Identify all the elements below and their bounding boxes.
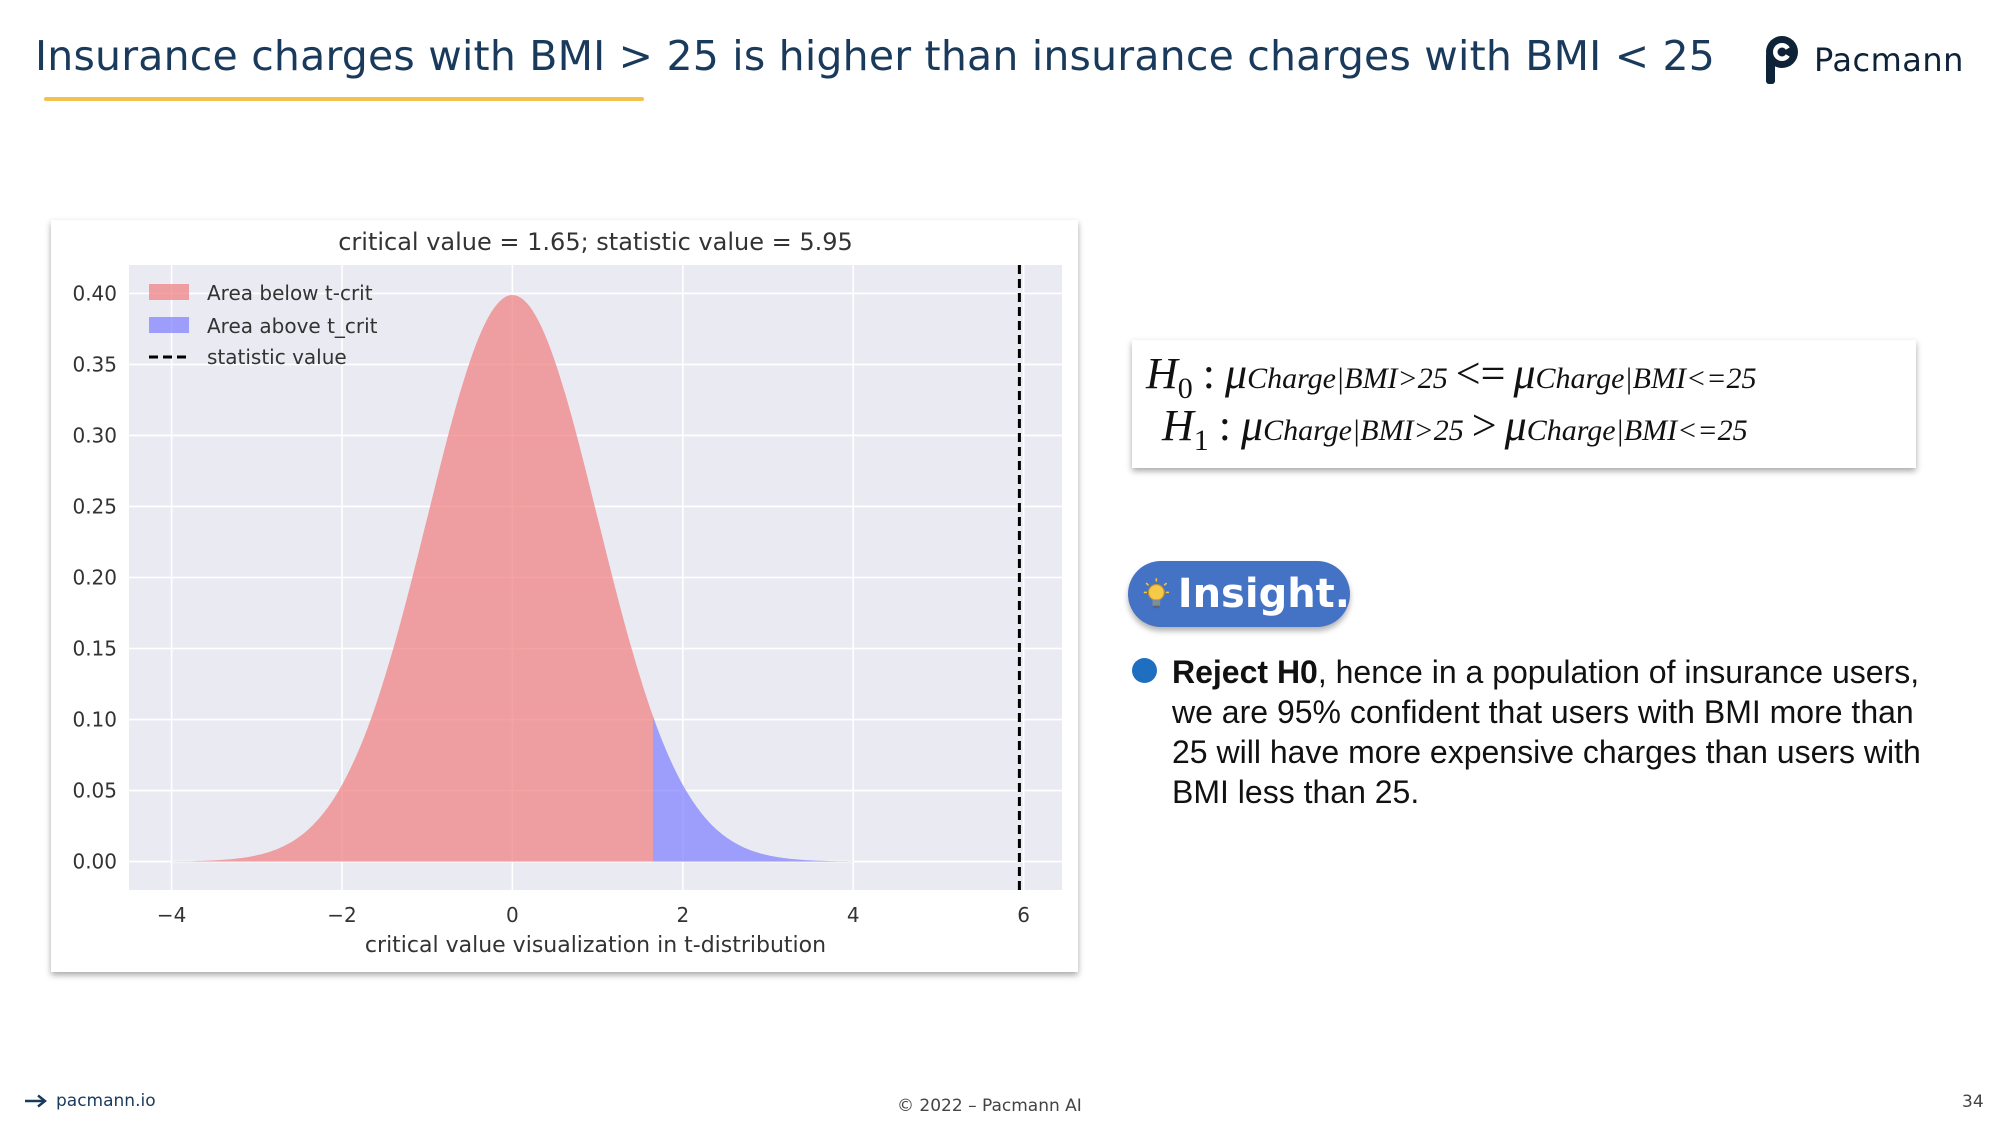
x-tick-label-5: 6 <box>1017 903 1030 927</box>
h1-right-subscript: Charge|BMI<=25 <box>1526 414 1748 447</box>
area-below-t-crit <box>171 295 653 862</box>
footer-url[interactable]: pacmann.io <box>56 1091 156 1111</box>
x-axis-label: critical value visualization in t-distri… <box>365 933 826 958</box>
pacmann-logo-icon <box>1766 36 1798 84</box>
area-above-t-crit <box>653 716 854 862</box>
h1-mu-left: μ <box>1241 401 1264 450</box>
x-tick-label-3: 2 <box>676 903 689 927</box>
h0-relation: <= <box>1455 349 1506 398</box>
title-underline <box>44 97 644 101</box>
h0-symbol: H <box>1146 349 1178 398</box>
insight-label: Insight. <box>1177 571 1350 617</box>
y-tick-label-4: 0.20 <box>72 566 117 590</box>
insight-badge: Insight. <box>1128 561 1350 627</box>
copyright: © 2022 – Pacmann AI <box>897 1096 1082 1116</box>
footer-link[interactable]: pacmann.io <box>24 1091 156 1111</box>
y-tick-label-8: 0.40 <box>72 281 117 305</box>
hypothesis-card: H0: μCharge|BMI>25 <= μCharge|BMI<=25 H1: μC… <box>1132 340 1916 468</box>
lightbulb-icon <box>1143 578 1169 609</box>
x-tick-label-0: −4 <box>157 903 186 927</box>
arrow-right-icon <box>25 1094 47 1108</box>
h0-mu-right: μ <box>1513 349 1536 398</box>
legend-swatch-below <box>149 284 189 300</box>
legend-label-above: Area above t_crit <box>207 314 378 338</box>
h0-left-subscript: Charge|BMI>25 <box>1247 362 1448 395</box>
chart-card: 0.00 0.05 0.10 0.15 0.20 0.25 0.30 0.35 0.40 −4 −2… <box>51 220 1078 972</box>
legend-swatch-above <box>149 317 189 333</box>
legend-label-below: Area below t-crit <box>207 281 373 305</box>
y-tick-label-5: 0.25 <box>72 494 117 518</box>
insight-bold: Reject H0 <box>1172 654 1318 690</box>
y-tick-label-6: 0.30 <box>72 423 117 447</box>
y-tick-label-3: 0.15 <box>72 637 117 661</box>
h1-mu-right: μ <box>1504 401 1527 450</box>
bullet-dot <box>1132 658 1157 683</box>
x-tick-label-4: 4 <box>847 903 860 927</box>
y-tick-label-7: 0.35 <box>72 352 117 376</box>
h1-symbol: H <box>1162 401 1194 450</box>
y-tick-label-2: 0.10 <box>72 708 117 732</box>
legend-label-statistic: statistic value <box>207 345 347 369</box>
page-number: 34 <box>1962 1092 1984 1112</box>
x-tick-label-2: 0 <box>506 903 519 927</box>
h1-left-subscript: Charge|BMI>25 <box>1263 414 1464 447</box>
insight-text: Reject H0, hence in a population of insu… <box>1172 652 1952 812</box>
y-tick-label-1: 0.05 <box>72 779 117 803</box>
null-hypothesis: H0: μCharge|BMI>25 <= μCharge|BMI<=25 <box>1146 349 1757 405</box>
logo-text: Pacmann <box>1814 41 1964 79</box>
h0-right-subscript: Charge|BMI<=25 <box>1535 362 1757 395</box>
h1-index: 1 <box>1193 423 1209 457</box>
slide-title: Insurance charges with BMI > 25 is highe… <box>35 32 1716 80</box>
h0-mu-left: μ <box>1225 349 1248 398</box>
x-tick-label-1: −2 <box>327 903 356 927</box>
chart-title: critical value = 1.65; statistic value =… <box>338 228 853 256</box>
insight-body: , hence in a population of insurance use… <box>1172 654 1921 810</box>
h1-relation: > <box>1471 401 1497 450</box>
pacmann-logo: Pacmann <box>1762 34 1964 86</box>
h0-index: 0 <box>1177 371 1193 405</box>
t-distribution-chart: 0.00 0.05 0.10 0.15 0.20 0.25 0.30 0.35 0.40 −4 −2… <box>72 228 1062 958</box>
alternative-hypothesis: H1: μCharge|BMI>25 > μCharge|BMI<=25 <box>1162 401 1748 457</box>
y-tick-label-0: 0.00 <box>72 850 117 874</box>
